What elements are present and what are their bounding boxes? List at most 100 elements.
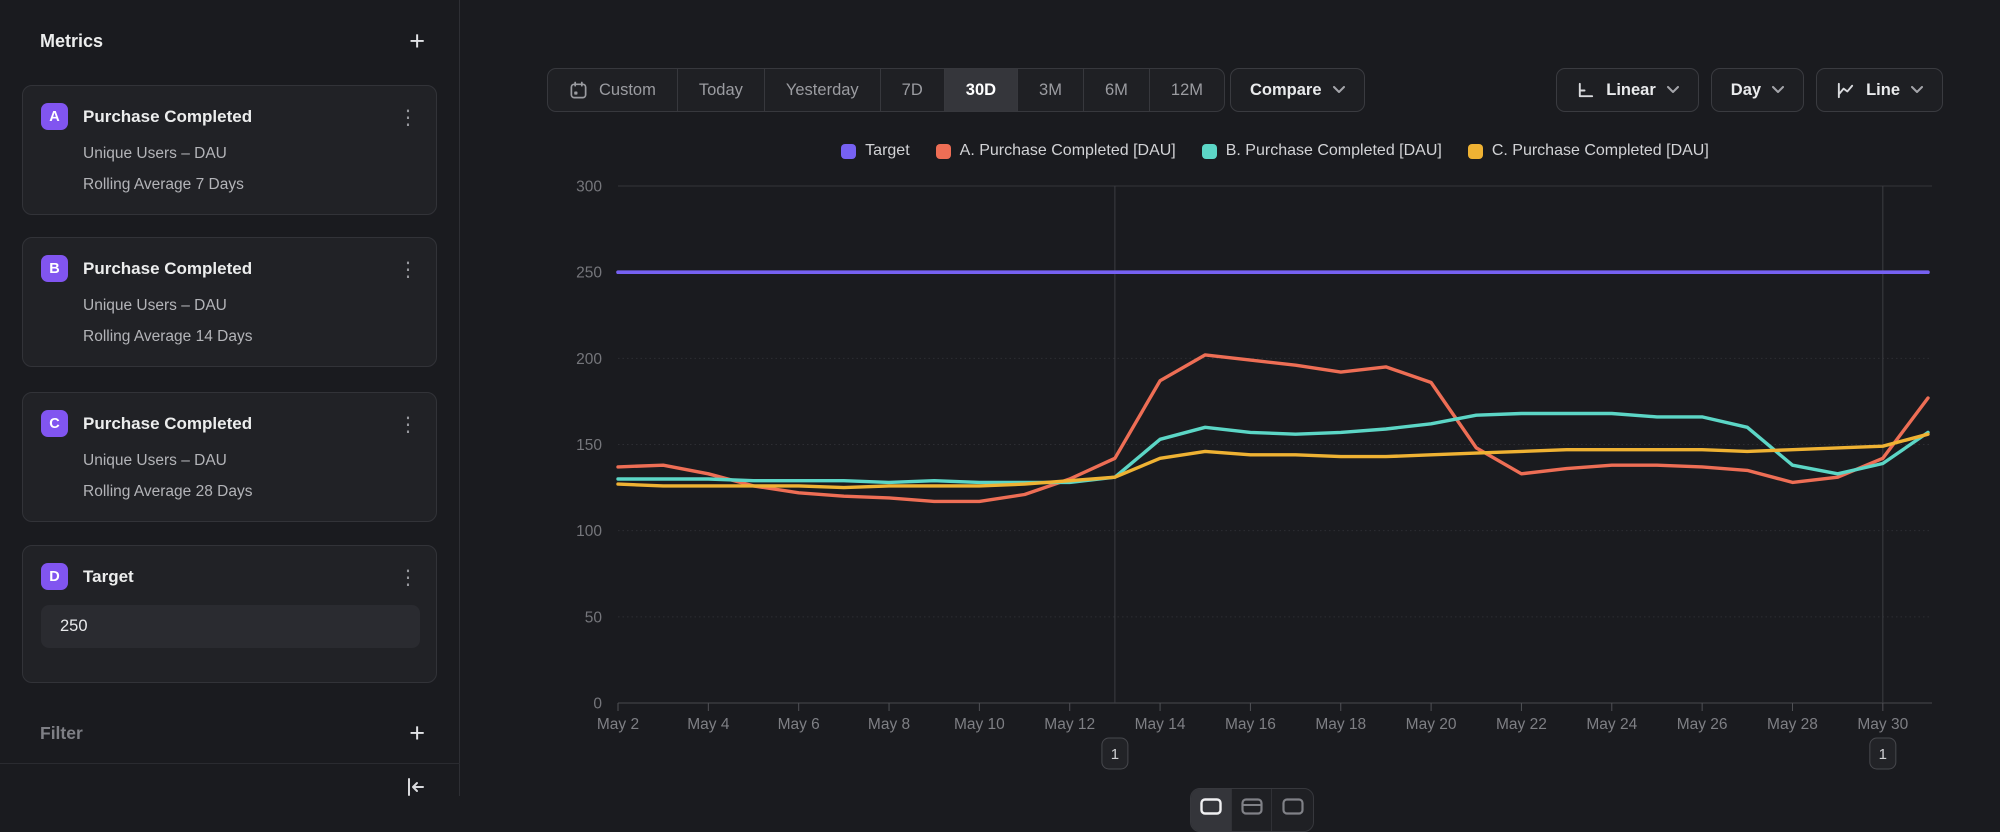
chevron-down-icon [1666, 86, 1679, 93]
y-axis-label: 250 [576, 265, 602, 282]
y-axis-label: 0 [593, 696, 602, 713]
kebab-menu-icon[interactable]: ⋮ [398, 256, 418, 281]
chart-type-dropdown[interactable]: Line [1816, 68, 1943, 112]
x-axis-label: May 14 [1135, 716, 1186, 733]
x-axis-label: May 28 [1767, 716, 1818, 733]
collapse-sidebar-icon[interactable] [403, 775, 427, 804]
x-axis-label: May 10 [954, 716, 1005, 733]
chevron-down-icon [1772, 86, 1785, 93]
range-option-7d[interactable]: 7D [881, 69, 945, 111]
add-filter-button[interactable]: + [409, 718, 425, 748]
legend-swatch [841, 143, 857, 159]
y-axis-label: 200 [576, 351, 602, 368]
x-axis-label: May 26 [1677, 716, 1728, 733]
metric-badge-a: A [41, 103, 68, 130]
legend-label: A. Purchase Completed [DAU] [959, 142, 1176, 159]
metric-badge-c: C [41, 410, 68, 437]
compare-label: Compare [1250, 80, 1322, 99]
scale-label: Linear [1606, 80, 1656, 99]
metric-badge-b: B [41, 255, 68, 282]
summary-view-button[interactable] [1232, 789, 1273, 831]
sidebar-header: Metrics + [40, 26, 425, 56]
x-axis-label: May 16 [1225, 716, 1276, 733]
series-line [616, 411, 1930, 485]
date-range-segmented-control: Custom Today Yesterday 7D 30D 3M 6M 12M [547, 68, 1225, 112]
metrics-sidebar: Metrics + A Purchase Completed ⋮ Unique … [0, 0, 460, 796]
line-chart-icon [1837, 82, 1854, 98]
annotation-badge-label: 1 [1111, 746, 1119, 763]
metric-transform: Rolling Average 7 Days [83, 176, 244, 193]
range-option-yesterday[interactable]: Yesterday [765, 69, 881, 111]
y-axis-label: 50 [585, 609, 603, 626]
metric-title: Purchase Completed [83, 106, 253, 126]
legend-swatch [935, 143, 951, 159]
legend-item[interactable]: Target [841, 142, 910, 160]
y-axis-label: 300 [576, 179, 602, 196]
chevron-down-icon [1911, 86, 1923, 93]
range-option-today[interactable]: Today [678, 69, 765, 111]
filter-section: Filter + [40, 718, 425, 748]
filter-label: Filter [40, 722, 83, 743]
y-axis-label: 150 [576, 437, 602, 454]
view-mode-toggles [1190, 788, 1314, 832]
legend-label: B. Purchase Completed [DAU] [1225, 142, 1442, 159]
target-value-input[interactable] [41, 605, 420, 648]
chart-legend: Target A. Purchase Completed [DAU] B. Purc… [618, 142, 1932, 160]
legend-item[interactable]: B. Purchase Completed [DAU] [1201, 142, 1442, 160]
chart-panel: Custom Today Yesterday 7D 30D 3M 6M 12M Compare… [461, 0, 2000, 832]
metric-card-a[interactable]: A Purchase Completed ⋮ Unique Users – DA… [22, 85, 437, 215]
metric-card-b[interactable]: B Purchase Completed ⋮ Unique Users – DA… [22, 237, 437, 367]
add-metric-button[interactable]: + [409, 26, 425, 56]
series-line [616, 353, 1930, 504]
target-card[interactable]: D Target ⋮ [22, 545, 437, 683]
sidebar-title: Metrics [40, 30, 104, 51]
legend-item[interactable]: C. Purchase Completed [DAU] [1467, 142, 1709, 160]
calendar-icon [570, 81, 587, 98]
range-option-12m[interactable]: 12M [1170, 80, 1203, 99]
chevron-down-icon [1332, 86, 1345, 93]
metric-transform: Rolling Average 14 Days [83, 328, 253, 345]
chart-display-controls: Linear Day Line [1556, 68, 1943, 112]
granularity-dropdown[interactable]: Day [1710, 68, 1805, 112]
x-axis-label: May 8 [868, 716, 910, 733]
chart-type-label: Line [1866, 80, 1900, 99]
compare-button[interactable]: Compare [1230, 68, 1365, 112]
metric-measure: Unique Users – DAU [83, 145, 227, 162]
legend-swatch [1201, 143, 1217, 159]
chart-view-button[interactable] [1191, 789, 1232, 831]
legend-label: C. Purchase Completed [DAU] [1491, 142, 1709, 159]
series-line [616, 432, 1930, 490]
range-option-custom[interactable]: Custom [548, 69, 678, 111]
metric-badge-d: D [41, 563, 68, 590]
legend-item[interactable]: A. Purchase Completed [DAU] [935, 142, 1176, 160]
metric-measure: Unique Users – DAU [83, 452, 227, 469]
metric-title: Purchase Completed [83, 258, 253, 278]
metric-card-c[interactable]: C Purchase Completed ⋮ Unique Users – DA… [22, 392, 437, 522]
kebab-menu-icon[interactable]: ⋮ [398, 564, 418, 589]
line-chart-canvas[interactable]: 0 50 100 150 200 250 300 1 1 May 2 May 4 May 6 May 8… [461, 130, 2000, 796]
range-option-30d[interactable]: 30D [944, 69, 1019, 111]
table-view-button[interactable] [1272, 789, 1313, 831]
range-option-3m[interactable]: 3M [1018, 69, 1084, 111]
x-axis-label: May 4 [687, 716, 730, 733]
x-axis-label: May 6 [778, 716, 820, 733]
metric-title: Purchase Completed [83, 413, 253, 433]
metric-transform: Rolling Average 28 Days [83, 483, 253, 500]
metric-title: Target [83, 566, 134, 586]
granularity-label: Day [1730, 80, 1762, 99]
annotation-badge-label: 1 [1879, 746, 1887, 763]
kebab-menu-icon[interactable]: ⋮ [398, 104, 418, 129]
x-axis-label: May 22 [1496, 716, 1547, 733]
legend-swatch [1467, 143, 1483, 159]
kebab-menu-icon[interactable]: ⋮ [398, 411, 418, 436]
x-axis-label: May 12 [1044, 716, 1095, 733]
legend-label: Target [865, 142, 910, 159]
range-option-6m[interactable]: 6M [1084, 69, 1150, 111]
annotation-badge[interactable] [1101, 737, 1129, 770]
x-axis-label: May 18 [1315, 716, 1366, 733]
x-axis-label: May 30 [1857, 716, 1908, 733]
x-axis-label: May 24 [1586, 716, 1637, 733]
x-axis-label: May 2 [597, 716, 639, 733]
scale-dropdown[interactable]: Linear [1556, 68, 1699, 112]
annotation-badge[interactable] [1869, 737, 1897, 770]
